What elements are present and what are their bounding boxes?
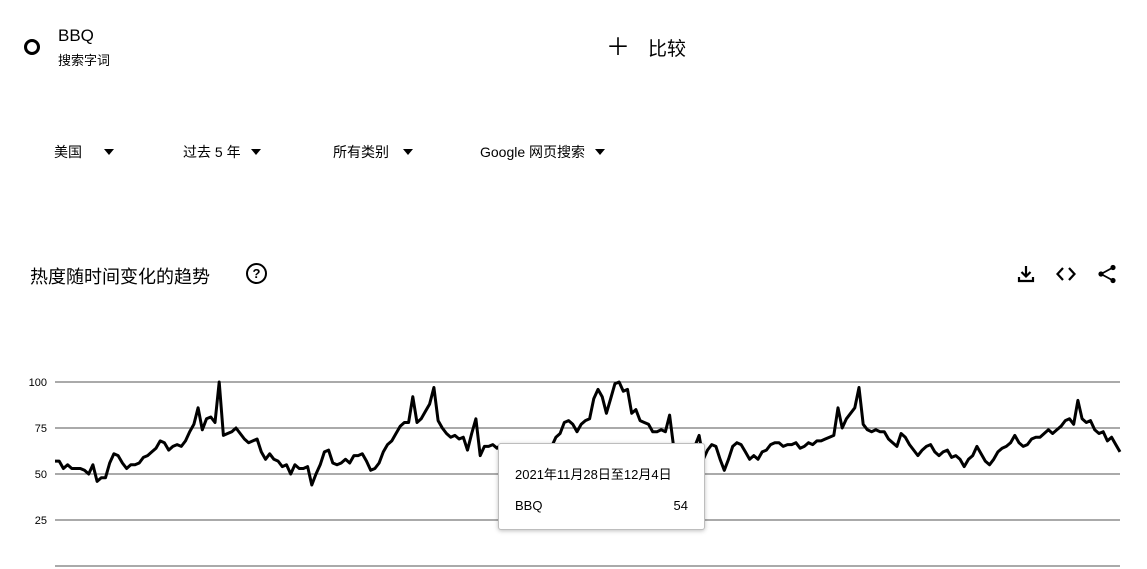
filter-time-range-label: 过去 5 年 (183, 144, 241, 160)
tooltip-term: BBQ (515, 498, 543, 513)
filter-search-type-label: Google 网页搜索 (480, 144, 586, 160)
chart-tooltip: 2021年11月28日至12月4日 BBQ 54 (498, 443, 705, 530)
filter-search-type[interactable]: Google 网页搜索 (480, 142, 606, 162)
caret-down-icon (403, 149, 413, 155)
series-line-0[interactable] (55, 380, 1122, 487)
embed-code-icon[interactable] (1055, 263, 1077, 285)
search-term-color-marker (24, 39, 40, 55)
caret-down-icon (104, 149, 114, 155)
filter-time-range[interactable]: 过去 5 年 (183, 142, 261, 162)
compare-button[interactable]: ＋ 比较 (606, 34, 686, 61)
y-tick-label-75: 75 (35, 423, 47, 435)
y-tick-label-25: 25 (35, 515, 47, 527)
y-tick-label-100: 100 (29, 377, 47, 389)
search-term-name[interactable]: BBQ (58, 26, 94, 45)
download-icon[interactable] (1015, 263, 1037, 285)
filter-region[interactable]: 美国 (54, 142, 114, 162)
caret-down-icon (595, 149, 606, 155)
caret-down-icon (250, 149, 261, 155)
search-term-type: 搜索字词 (58, 53, 111, 68)
y-tick-label-50: 50 (35, 469, 47, 481)
trend-chart[interactable]: 25 50 75 100 (0, 360, 1147, 569)
tooltip-date: 2021年11月28日至12月4日 (515, 467, 672, 482)
filter-category-label: 所有类别 (333, 144, 389, 160)
plus-icon: ＋ (606, 33, 630, 61)
section-title: 热度随时间变化的趋势 (30, 267, 210, 287)
filter-region-label: 美国 (54, 144, 82, 160)
compare-label: 比较 (648, 39, 687, 60)
share-icon[interactable] (1096, 263, 1118, 285)
tooltip-value: 54 (673, 498, 688, 513)
help-icon[interactable]: ? (246, 263, 267, 284)
filter-category[interactable]: 所有类别 (333, 142, 413, 162)
